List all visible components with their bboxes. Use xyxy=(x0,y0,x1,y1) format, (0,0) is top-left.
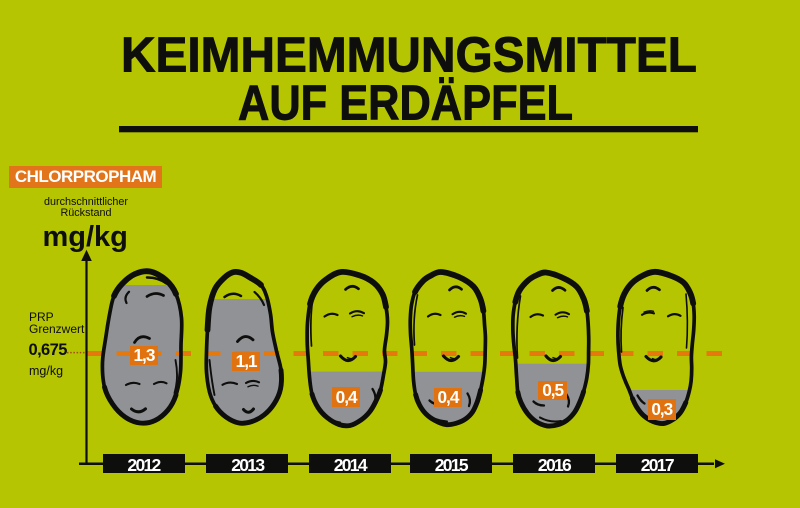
svg-text:AUF ERDÄPFEL: AUF ERDÄPFEL xyxy=(238,76,573,131)
svg-text:KEIMHEMMUNGSMITTEL: KEIMHEMMUNGSMITTEL xyxy=(121,28,697,83)
